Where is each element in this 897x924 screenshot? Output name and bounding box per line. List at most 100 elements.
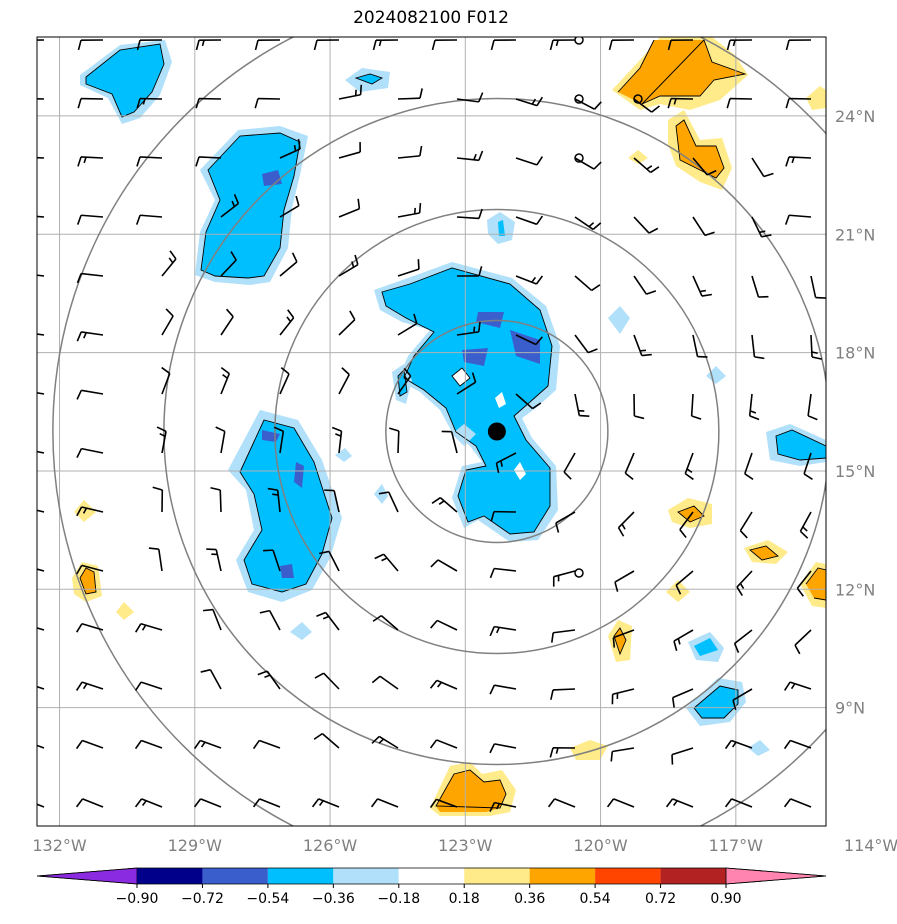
wind-barb	[388, 427, 400, 454]
shade-region	[806, 568, 826, 600]
shade-region	[806, 86, 826, 110]
wind-barb	[610, 747, 635, 762]
wind-barb	[263, 549, 281, 572]
shade-region	[750, 546, 778, 560]
wind-barb	[550, 688, 576, 700]
latitude-tick-labels: 24°N 21°N 18°N 15°N 12°N 9°N	[835, 107, 875, 718]
wind-barb	[161, 366, 171, 395]
colorbar-segment	[333, 868, 399, 884]
wind-barb	[397, 313, 418, 336]
wind-barb	[633, 334, 652, 357]
wind-barb	[551, 629, 576, 643]
wind-barb	[372, 614, 399, 631]
wind-barb	[338, 254, 359, 277]
wind-barb	[783, 739, 812, 750]
shade-region	[86, 44, 164, 117]
wind-barb	[371, 675, 399, 690]
calm-marker	[574, 94, 584, 104]
shade-region	[452, 424, 476, 446]
contour-line	[200, 132, 301, 279]
wind-barb	[574, 98, 602, 110]
wind-barb	[739, 511, 753, 539]
colorbar-label: −0.54	[246, 891, 289, 907]
shade-region	[280, 564, 294, 578]
latitude-label: 24°N	[835, 107, 875, 126]
wind-barb	[785, 39, 812, 51]
latitude-label: 15°N	[835, 462, 875, 481]
wind-barb	[574, 157, 602, 170]
wind-barb	[495, 452, 517, 474]
wind-barb	[614, 570, 635, 592]
wind-barb	[679, 511, 694, 538]
wind-barb	[489, 625, 517, 637]
shade-region	[706, 366, 726, 384]
wind-barb	[252, 798, 281, 808]
colorbar-label: −0.36	[312, 891, 355, 907]
wind-barb	[76, 331, 104, 342]
wind-barb	[316, 611, 340, 631]
wind-barb	[76, 447, 104, 458]
shade-region	[290, 622, 312, 640]
wind-barb	[77, 156, 104, 167]
wind-barb	[673, 629, 694, 651]
latitude-label: 21°N	[835, 225, 875, 244]
wind-barb	[515, 156, 544, 166]
shade-region	[618, 40, 745, 104]
wind-barb	[156, 426, 167, 454]
wind-barb	[490, 39, 517, 51]
wind-barb	[76, 272, 104, 284]
wind-barb	[37, 744, 45, 749]
wind-barb	[574, 275, 601, 292]
colorbar-segment	[267, 868, 334, 884]
shade-region	[694, 638, 718, 656]
contour-line	[85, 43, 165, 118]
shade-region	[570, 740, 608, 760]
wind-barb	[195, 156, 222, 167]
shade-region	[116, 602, 134, 620]
wind-barb	[378, 491, 399, 513]
wind-barb	[75, 798, 104, 808]
shade-region	[666, 580, 690, 602]
colorbar-segment	[464, 868, 530, 884]
wind-barb	[136, 39, 163, 51]
wind-barb	[810, 275, 826, 299]
colorbar-label: −0.72	[181, 891, 224, 907]
wind-barb	[429, 798, 458, 808]
wind-barb	[206, 548, 222, 572]
wind-barb	[736, 570, 753, 596]
colorbar-segment	[660, 868, 726, 884]
wind-barb	[515, 215, 544, 226]
wind-barb	[75, 622, 104, 633]
wind-barb	[692, 157, 717, 176]
colorbar-extend-low	[36, 867, 138, 885]
contour-line	[613, 627, 627, 656]
wind-barb	[397, 88, 423, 100]
wind-barb	[220, 308, 234, 336]
colorbar-label: 0.18	[449, 891, 480, 907]
wind-barb	[279, 252, 298, 277]
shaded-field	[37, 37, 826, 826]
wind-barb	[37, 803, 45, 808]
wind-barb	[37, 391, 45, 395]
wind-barb	[692, 275, 712, 297]
colorbar-label: 0.72	[645, 891, 676, 907]
wind-barb	[671, 688, 694, 708]
wind-barb	[338, 142, 361, 159]
wind-barb	[136, 156, 163, 167]
longitude-label: 123°W	[438, 836, 493, 855]
colorbar-label: 0.36	[514, 891, 545, 907]
wind-barb	[671, 747, 694, 765]
shade-region	[201, 133, 300, 278]
shade-region	[335, 448, 352, 462]
wind-barb	[135, 214, 163, 225]
wind-barb	[338, 367, 350, 395]
range-ring	[163, 97, 826, 766]
colorbar-segment	[202, 868, 268, 884]
wind-barb	[254, 39, 281, 51]
wind-barb	[810, 334, 822, 360]
wind-barb	[574, 334, 598, 354]
shade-region	[628, 150, 648, 164]
wind-barb	[314, 672, 340, 690]
wind-barb	[202, 608, 222, 631]
wind-barb	[195, 97, 222, 109]
